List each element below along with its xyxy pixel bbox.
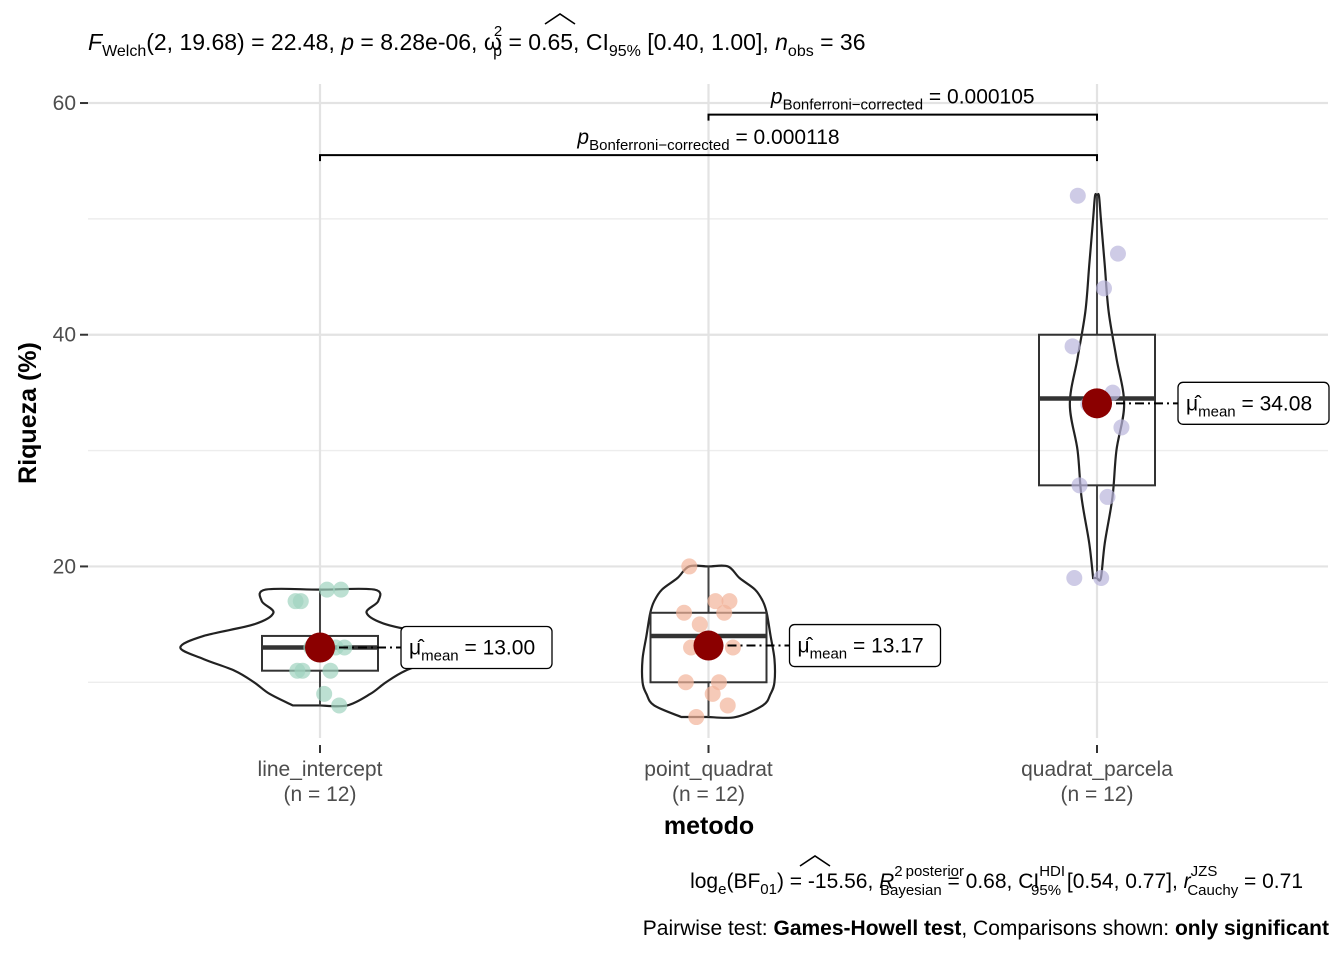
omega-symbol: ω	[484, 29, 502, 55]
mean-symbol: μ̂	[409, 637, 425, 660]
mean-label: μ̂mean = 13.00	[409, 637, 535, 665]
data-point	[677, 674, 694, 691]
y-axis-title: Riqueza (%)	[14, 342, 42, 484]
comparison-p-value: = 0.000105	[923, 86, 1035, 109]
violin-quadrat_parcela	[1068, 192, 1126, 582]
data-point	[1071, 477, 1088, 494]
comparison-label: pBonferroni−corrected = 0.000105	[770, 86, 1035, 114]
caption-pairwise: Pairwise test: Games-Howell test, Compar…	[643, 917, 1329, 940]
mean-sub: mean	[421, 648, 459, 665]
data-point	[1093, 570, 1110, 587]
mean-label: μ̂mean = 13.17	[798, 635, 924, 663]
mean-point	[305, 632, 335, 663]
mean-symbol: μ̂	[798, 635, 814, 658]
violin-point_quadrat	[640, 564, 777, 719]
data-point	[287, 593, 304, 610]
boxplots	[261, 195, 1156, 718]
data-point	[716, 604, 733, 621]
omega-hat	[544, 13, 576, 25]
header-stats: FWelch(2, 19.68) = 22.48, p = 8.28e-06, …	[88, 23, 866, 60]
comparison-p: p	[770, 86, 783, 109]
mean-point	[693, 630, 724, 661]
mean-label-box	[788, 623, 942, 668]
pairwise-comparisons: pBonferroni−corrected = 0.000118pBonferr…	[319, 86, 1098, 162]
data-point	[1099, 488, 1116, 505]
mean-value: 13.17	[871, 635, 924, 658]
box-point_quadrat	[649, 611, 768, 684]
comparison-p-sub: Bonferroni−corrected	[589, 137, 730, 154]
x-tick-count: (n = 12)	[672, 783, 745, 806]
data-point	[1069, 187, 1086, 204]
data-point	[316, 685, 333, 702]
data-point	[681, 558, 698, 575]
mean-value: 34.08	[1260, 392, 1313, 415]
mean-value: 13.00	[483, 637, 536, 660]
x-tick-label: quadrat_parcela	[1021, 758, 1173, 781]
means	[305, 388, 1178, 663]
data-point	[676, 604, 693, 621]
data-point	[331, 697, 348, 714]
y-tick-label: 20	[53, 555, 76, 578]
mean-eq: =	[459, 637, 483, 660]
data-point	[289, 662, 306, 679]
caption-bayes: loge(BF01) = -15.56, R2 posterior Bayesian…	[690, 863, 1303, 899]
mean-labels: μ̂mean = 13.00 μ̂mean = 13.17μ̂mean = 34.…	[400, 381, 1330, 670]
comparison-p-value: = 0.000118	[730, 126, 840, 149]
x-axis-title: metodo	[664, 812, 754, 840]
mean-sub: mean	[810, 646, 848, 663]
mean-point	[1082, 388, 1112, 419]
mean-sub: mean	[1198, 403, 1236, 420]
data-point	[322, 662, 339, 679]
mean-label-box	[400, 625, 553, 670]
comparison-bracket	[319, 154, 1098, 162]
data-point	[724, 639, 741, 656]
mean-label-box	[1177, 381, 1330, 425]
data-point	[1066, 570, 1083, 587]
box-quadrat_parcela	[1038, 333, 1156, 487]
comparison-bracket	[707, 113, 1098, 121]
y-tick-label: 40	[53, 324, 76, 347]
comparison-label: pBonferroni−corrected = 0.000118	[576, 126, 839, 154]
data-point	[332, 581, 349, 598]
x-tick-label: point_quadrat	[644, 758, 773, 781]
mean-symbol: μ̂	[1186, 392, 1202, 415]
data-point	[318, 581, 335, 598]
data-point	[704, 685, 721, 702]
data-point	[719, 697, 736, 714]
data-point	[707, 593, 724, 610]
x-tick-count: (n = 12)	[1061, 783, 1134, 806]
x-tick-count: (n = 12)	[284, 783, 357, 806]
x-tick-label: line_intercept	[258, 758, 383, 781]
mean-eq: =	[1236, 392, 1260, 415]
comparison-p: p	[576, 126, 589, 149]
mean-label: μ̂mean = 34.08	[1186, 392, 1312, 420]
data-point	[1109, 245, 1126, 262]
data-point	[691, 616, 708, 633]
data-point	[1064, 338, 1081, 355]
data-point	[1113, 419, 1130, 436]
comparison-p-sub: Bonferroni−corrected	[783, 97, 924, 114]
data-point	[688, 709, 705, 726]
r2-hat	[799, 855, 831, 867]
mean-eq: =	[847, 635, 871, 658]
y-tick-label: 60	[53, 92, 76, 115]
data-point	[1095, 280, 1112, 297]
